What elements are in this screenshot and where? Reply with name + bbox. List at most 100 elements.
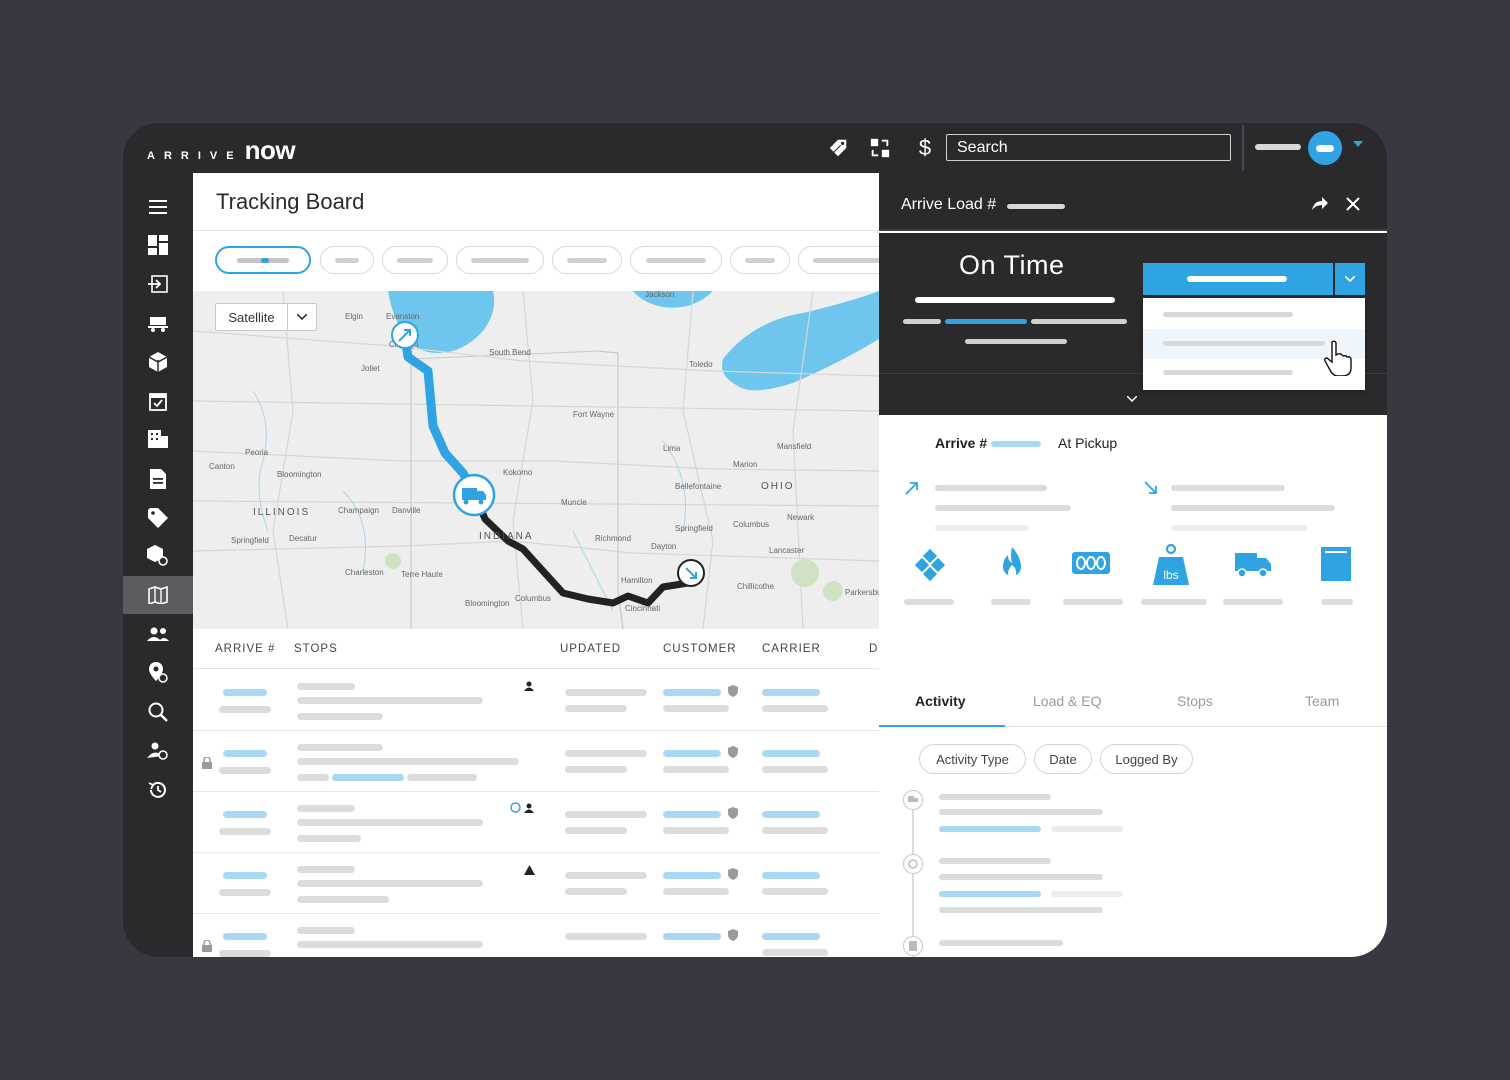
package-icon[interactable] bbox=[123, 343, 193, 381]
dollar-icon[interactable]: $ bbox=[918, 135, 932, 160]
dropdown-option[interactable] bbox=[1143, 329, 1365, 359]
sign-in-icon[interactable] bbox=[123, 265, 193, 303]
map-label-mansfield: Mansfield bbox=[777, 442, 811, 451]
hazmat-card[interactable] bbox=[983, 543, 1043, 613]
map-label-ohio: OHIO bbox=[761, 481, 795, 492]
map-type-select[interactable]: Satellite bbox=[215, 303, 317, 331]
map-label-champaign: Champaign bbox=[338, 506, 379, 515]
filter-logged-by[interactable]: Logged By bbox=[1100, 744, 1193, 774]
map-label-parkersburg: Parkersbu bbox=[845, 588, 879, 597]
truck-marker[interactable] bbox=[452, 473, 496, 517]
lake-erie bbox=[722, 291, 879, 391]
map-label-bloomington-in: Bloomington bbox=[465, 599, 509, 608]
filter-chip[interactable] bbox=[630, 246, 722, 274]
dashboard-icon[interactable] bbox=[123, 226, 193, 264]
document-event-icon bbox=[903, 936, 923, 956]
filter-chip[interactable] bbox=[798, 246, 879, 274]
filter-chip[interactable] bbox=[456, 246, 544, 274]
count-card[interactable] bbox=[1063, 543, 1123, 613]
tab-activity[interactable]: Activity bbox=[915, 693, 966, 709]
col-customer[interactable]: CUSTOMER bbox=[663, 643, 737, 655]
truck-dock-icon[interactable] bbox=[123, 304, 193, 342]
map-label-lancaster: Lancaster bbox=[769, 546, 804, 555]
tag-icon[interactable] bbox=[825, 135, 851, 161]
tab-stops[interactable]: Stops bbox=[1177, 693, 1213, 709]
load-number-placeholder bbox=[1007, 204, 1065, 209]
search-input[interactable] bbox=[946, 134, 1231, 161]
map-label-muncie: Muncie bbox=[561, 498, 587, 507]
filter-chip[interactable] bbox=[730, 246, 790, 274]
close-icon[interactable] bbox=[1346, 197, 1360, 216]
col-stops[interactable]: STOPS bbox=[294, 643, 338, 655]
tab-load-eq[interactable]: Load & EQ bbox=[1033, 693, 1102, 709]
table-row[interactable] bbox=[193, 914, 879, 957]
filter-date[interactable]: Date bbox=[1034, 744, 1092, 774]
map-icon[interactable] bbox=[123, 576, 193, 614]
equipment-card[interactable] bbox=[1223, 543, 1283, 613]
pickup-marker[interactable] bbox=[391, 321, 419, 349]
table-row[interactable] bbox=[193, 670, 879, 731]
history-icon[interactable] bbox=[123, 771, 193, 809]
cursor-hand-icon bbox=[1323, 340, 1353, 381]
chevron-down-icon[interactable] bbox=[1126, 389, 1138, 407]
map-label-dayton: Dayton bbox=[651, 542, 676, 551]
filter-chip-active[interactable] bbox=[215, 246, 311, 274]
dropdown-option[interactable] bbox=[1143, 300, 1365, 330]
status-text: On Time bbox=[959, 250, 1065, 280]
transfer-icon[interactable] bbox=[867, 135, 893, 161]
person-icon bbox=[524, 678, 534, 696]
search-icon[interactable] bbox=[123, 693, 193, 731]
map-label-cincinnati: Cincinnati bbox=[625, 604, 660, 613]
chevron-down-icon[interactable] bbox=[1353, 141, 1363, 147]
filter-chip[interactable] bbox=[320, 246, 374, 274]
calendar-icon[interactable] bbox=[123, 382, 193, 420]
menu-icon[interactable] bbox=[123, 188, 193, 226]
map-label-hamilton: Hamilton bbox=[621, 576, 653, 585]
filter-chip[interactable] bbox=[382, 246, 448, 274]
map-label-illinois: ILLINOIS bbox=[253, 507, 310, 518]
package-search-icon[interactable] bbox=[123, 537, 193, 575]
chevron-down-icon[interactable] bbox=[288, 304, 316, 330]
map-label-fort-wayne: Fort Wayne bbox=[573, 410, 615, 419]
route-map[interactable]: Chicago Evanston Elgin Joliet South Bend… bbox=[193, 291, 879, 629]
user-name-placeholder[interactable] bbox=[1255, 144, 1301, 150]
tag-nav-icon[interactable] bbox=[123, 499, 193, 537]
tab-team[interactable]: Team bbox=[1305, 693, 1340, 709]
flame-icon bbox=[1003, 547, 1021, 578]
avatar[interactable] bbox=[1308, 131, 1342, 165]
dropdown-option[interactable] bbox=[1143, 358, 1365, 388]
dropoff-marker[interactable] bbox=[677, 559, 705, 587]
map-label-danville: Danville bbox=[392, 506, 421, 515]
map-label-marion: Marion bbox=[733, 460, 757, 469]
location-search-icon[interactable] bbox=[123, 654, 193, 692]
building-icon[interactable] bbox=[123, 420, 193, 458]
table-row[interactable] bbox=[193, 792, 879, 853]
timeline-line bbox=[912, 793, 914, 957]
chevron-down-icon[interactable] bbox=[1335, 263, 1365, 295]
weight-card[interactable]: lbs bbox=[1141, 543, 1207, 613]
filter-chip[interactable] bbox=[552, 246, 622, 274]
status-area: On Time bbox=[879, 233, 1387, 415]
map-label-joliet: Joliet bbox=[361, 364, 380, 373]
col-arrive[interactable]: ARRIVE # bbox=[215, 643, 276, 655]
col-carrier[interactable]: CARRIER bbox=[762, 643, 821, 655]
users-icon[interactable] bbox=[123, 615, 193, 653]
col-d[interactable]: D bbox=[869, 643, 879, 655]
document-icon[interactable] bbox=[123, 460, 193, 498]
app-logo[interactable]: ARRIVE now bbox=[147, 135, 296, 166]
status-dropdown[interactable] bbox=[1143, 263, 1365, 295]
table-row[interactable] bbox=[193, 853, 879, 914]
load-type-card[interactable] bbox=[901, 543, 961, 613]
map-canvas[interactable]: Chicago Evanston Elgin Joliet South Bend… bbox=[193, 291, 879, 629]
logo-prefix: ARRIVE bbox=[147, 150, 243, 162]
weight-icon: lbs bbox=[1153, 543, 1189, 585]
share-icon[interactable] bbox=[1311, 195, 1329, 216]
col-updated[interactable]: UPDATED bbox=[560, 643, 622, 655]
map-label-elgin: Elgin bbox=[345, 312, 363, 321]
table-row[interactable] bbox=[193, 731, 879, 792]
user-settings-icon[interactable] bbox=[123, 732, 193, 770]
documents-card[interactable] bbox=[1305, 543, 1365, 613]
load-detail-panel: Arrive Load # On Time bbox=[879, 173, 1387, 957]
map-label-canton: Canton bbox=[209, 462, 235, 471]
filter-activity-type[interactable]: Activity Type bbox=[919, 744, 1026, 774]
